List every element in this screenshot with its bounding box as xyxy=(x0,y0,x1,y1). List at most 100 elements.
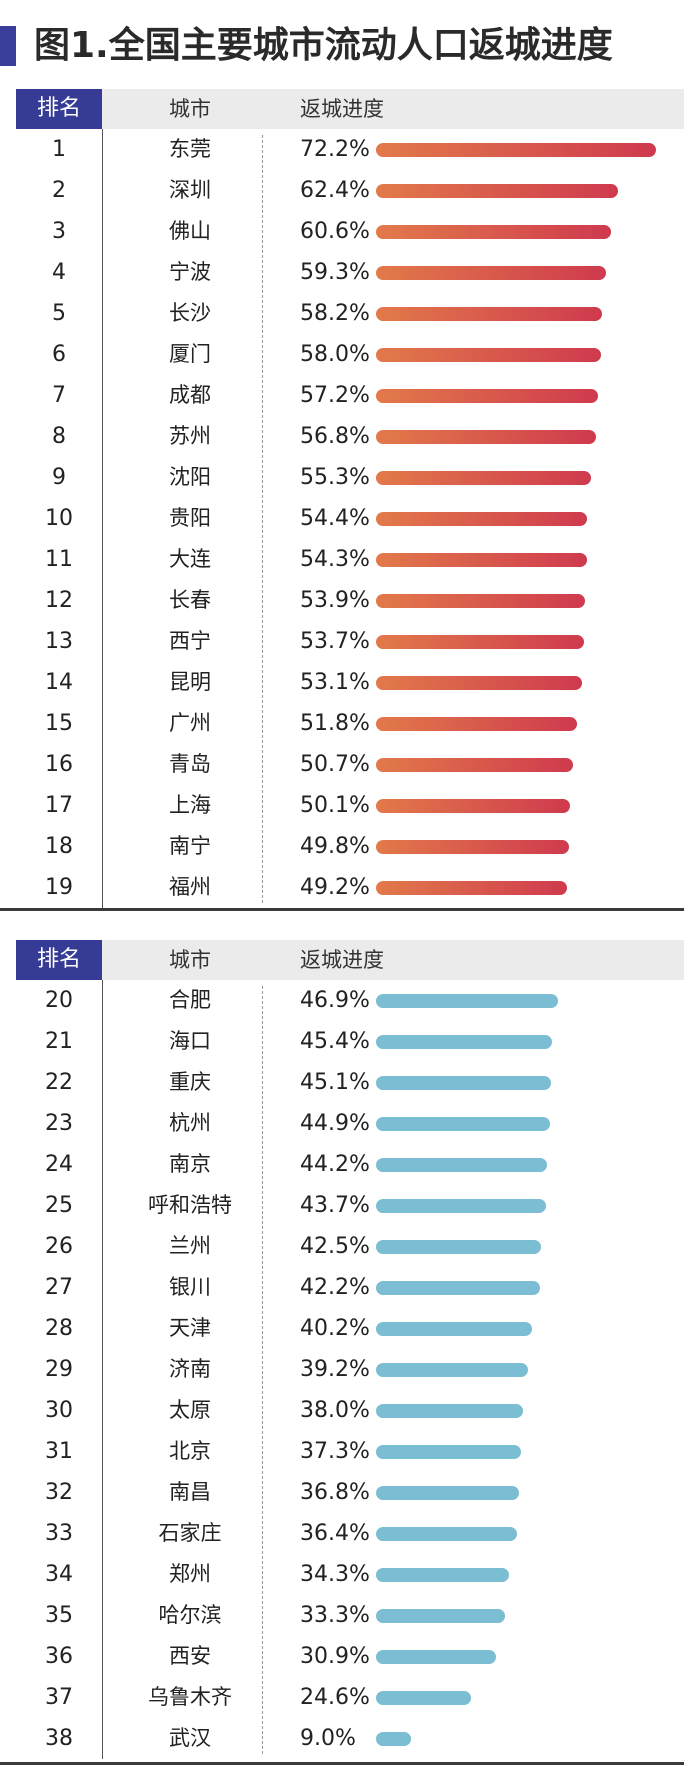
progress-bar xyxy=(376,348,602,362)
table-row: 24 南京 44.2% xyxy=(16,1144,684,1185)
rank-cell: 32 xyxy=(45,1480,73,1505)
city-cell: 西宁 xyxy=(169,629,211,653)
city-cell: 深圳 xyxy=(169,178,211,202)
city-cell: 济南 xyxy=(169,1357,211,1381)
rank-cell: 28 xyxy=(45,1316,73,1341)
rank-cell: 3 xyxy=(52,219,66,244)
ranking-table-bottom: 排名 城市 返城进度 20 合肥 46.9% 21 海口 45.4% 22 重庆 45.1% 23… xyxy=(16,940,684,1759)
city-cell: 成都 xyxy=(169,383,211,407)
table-row: 15 广州 51.8% xyxy=(16,703,684,744)
progress-bar xyxy=(376,1650,496,1664)
rank-cell: 27 xyxy=(45,1275,73,1300)
table-row: 20 合肥 46.9% xyxy=(16,980,684,1021)
city-cell: 宁波 xyxy=(169,260,211,284)
city-cell: 乌鲁木齐 xyxy=(148,1685,232,1709)
progress-bar xyxy=(376,717,577,731)
progress-bar xyxy=(376,1363,529,1377)
progress-value-label: 34.3% xyxy=(300,1562,370,1587)
table-row: 37 乌鲁木齐 24.6% xyxy=(16,1677,684,1718)
progress-bar xyxy=(376,1158,548,1172)
table-row: 27 银川 42.2% xyxy=(16,1267,684,1308)
table-row: 34 郑州 34.3% xyxy=(16,1554,684,1595)
progress-bar xyxy=(376,676,583,690)
city-cell: 重庆 xyxy=(169,1070,211,1094)
progress-value-label: 53.1% xyxy=(300,670,370,695)
city-cell: 西安 xyxy=(169,1644,211,1668)
table-row: 2 深圳 62.4% xyxy=(16,170,684,211)
table-row: 8 苏州 56.8% xyxy=(16,416,684,457)
city-cell: 青岛 xyxy=(169,752,211,776)
city-cell: 太原 xyxy=(169,1398,211,1422)
rank-cell: 25 xyxy=(45,1193,73,1218)
progress-bar xyxy=(376,184,619,198)
table-row: 19 福州 49.2% xyxy=(16,867,684,908)
rank-cell: 33 xyxy=(45,1521,73,1546)
rank-column-divider xyxy=(102,129,103,908)
city-column-divider xyxy=(262,986,263,1754)
table-row: 5 长沙 58.2% xyxy=(16,293,684,334)
table-row: 4 宁波 59.3% xyxy=(16,252,684,293)
table-row: 38 武汉 9.0% xyxy=(16,1718,684,1759)
city-cell: 天津 xyxy=(169,1316,211,1340)
table-row: 11 大连 54.3% xyxy=(16,539,684,580)
progress-bar xyxy=(376,594,586,608)
progress-value-label: 42.2% xyxy=(300,1275,370,1300)
rank-cell: 12 xyxy=(45,588,73,613)
city-cell: 昆明 xyxy=(169,670,211,694)
progress-value-label: 37.3% xyxy=(300,1439,370,1464)
table-row: 18 南宁 49.8% xyxy=(16,826,684,867)
progress-value-label: 58.0% xyxy=(300,342,370,367)
progress-value-label: 54.3% xyxy=(300,547,370,572)
city-cell: 贵阳 xyxy=(169,506,211,530)
progress-value-label: 9.0% xyxy=(300,1726,356,1751)
table-row: 36 西安 30.9% xyxy=(16,1636,684,1677)
table-row: 12 长春 53.9% xyxy=(16,580,684,621)
city-cell: 南昌 xyxy=(169,1480,211,1504)
header-city: 城市 xyxy=(169,948,211,972)
rank-cell: 6 xyxy=(52,342,66,367)
city-cell: 北京 xyxy=(169,1439,211,1463)
progress-bar xyxy=(376,635,585,649)
rank-cell: 7 xyxy=(52,383,66,408)
rank-cell: 22 xyxy=(45,1070,73,1095)
progress-bar xyxy=(376,512,588,526)
progress-bar xyxy=(376,1568,510,1582)
progress-value-label: 50.7% xyxy=(300,752,370,777)
header-rank: 排名 xyxy=(16,940,102,980)
city-cell: 长沙 xyxy=(169,301,211,325)
progress-value-label: 30.9% xyxy=(300,1644,370,1669)
progress-value-label: 56.8% xyxy=(300,424,370,449)
city-cell: 大连 xyxy=(169,547,211,571)
table-row: 14 昆明 53.1% xyxy=(16,662,684,703)
progress-value-label: 57.2% xyxy=(300,383,370,408)
progress-bar xyxy=(376,266,607,280)
progress-value-label: 43.7% xyxy=(300,1193,370,1218)
progress-bar xyxy=(376,881,567,895)
city-cell: 郑州 xyxy=(169,1562,211,1586)
progress-value-label: 42.5% xyxy=(300,1234,370,1259)
table-row: 6 厦门 58.0% xyxy=(16,334,684,375)
progress-value-label: 46.9% xyxy=(300,988,370,1013)
progress-value-label: 72.2% xyxy=(300,137,370,162)
progress-value-label: 33.3% xyxy=(300,1603,370,1628)
progress-value-label: 55.3% xyxy=(300,465,370,490)
chart-title: 图1.全国主要城市流动人口返城进度 xyxy=(34,25,613,66)
table-row: 22 重庆 45.1% xyxy=(16,1062,684,1103)
rank-cell: 24 xyxy=(45,1152,73,1177)
progress-bar xyxy=(376,389,598,403)
city-cell: 海口 xyxy=(169,1029,211,1053)
city-cell: 呼和浩特 xyxy=(148,1193,232,1217)
progress-bar xyxy=(376,1117,551,1131)
city-cell: 武汉 xyxy=(169,1726,211,1750)
rank-cell: 14 xyxy=(45,670,73,695)
rank-cell: 21 xyxy=(45,1029,73,1054)
table-row: 31 北京 37.3% xyxy=(16,1431,684,1472)
progress-bar xyxy=(376,553,587,567)
table-row: 25 呼和浩特 43.7% xyxy=(16,1185,684,1226)
header-progress: 返城进度 xyxy=(300,948,384,972)
progress-value-label: 51.8% xyxy=(300,711,370,736)
rank-cell: 34 xyxy=(45,1562,73,1587)
progress-value-label: 36.8% xyxy=(300,1480,370,1505)
progress-value-label: 60.6% xyxy=(300,219,370,244)
rank-cell: 23 xyxy=(45,1111,73,1136)
